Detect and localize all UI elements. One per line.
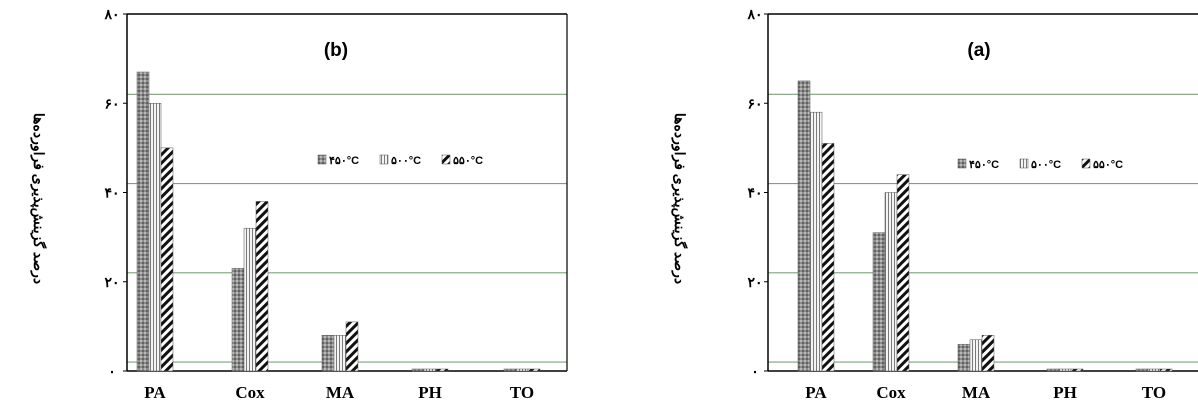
bar-ma-series-3 bbox=[345, 321, 359, 372]
bar-ph-series-2 bbox=[423, 368, 437, 372]
legend-swatch-3 bbox=[441, 154, 451, 165]
y-tick-label: ۸۰ bbox=[746, 6, 762, 22]
bar-ph-series-2 bbox=[1058, 368, 1072, 372]
legend-swatch-2 bbox=[1019, 158, 1029, 169]
bar-ma-series-3 bbox=[981, 335, 995, 372]
bar-ma-series-1 bbox=[321, 335, 335, 372]
y-tick-label: ۰ bbox=[751, 363, 759, 379]
bar-to-series-3 bbox=[527, 368, 541, 372]
category-label-ph: PH bbox=[1053, 383, 1077, 401]
category-label-to: TO bbox=[510, 383, 534, 401]
y-tick-label: ۴۰ bbox=[104, 185, 119, 201]
bar-ph-series-1 bbox=[411, 368, 425, 372]
bar-cox-series-3 bbox=[255, 201, 269, 372]
y-tick-label: ۲۰ bbox=[747, 274, 762, 290]
category-label-ph: PH bbox=[418, 383, 442, 401]
legend-label-2: ۵۰۰°C bbox=[1031, 159, 1061, 171]
bar-ph-series-3 bbox=[435, 368, 449, 372]
legend-label-2: ۵۰۰°C bbox=[391, 155, 421, 167]
y-tick-label: ۶۰ bbox=[747, 95, 762, 111]
bar-cox-series-1 bbox=[231, 268, 245, 372]
bar-to-series-2 bbox=[515, 368, 529, 372]
category-label-ma: MA bbox=[326, 383, 355, 401]
legend-swatch-3 bbox=[1081, 158, 1091, 169]
category-label-pa: PA bbox=[805, 383, 827, 401]
bar-ma-series-2 bbox=[333, 335, 347, 372]
panel-label: (b) bbox=[324, 40, 348, 61]
category-label-cox: Cox bbox=[876, 383, 906, 401]
bar-pa-series-3 bbox=[821, 143, 835, 372]
y-tick-label: ۶۰ bbox=[104, 95, 119, 111]
y-tick-label: ۸۰ bbox=[103, 6, 119, 22]
bar-cox-series-2 bbox=[884, 192, 898, 372]
y-tick-label: ۰ bbox=[108, 363, 116, 379]
legend-swatch-1 bbox=[957, 158, 967, 169]
legend-label-3: ۵۵۰°C bbox=[453, 155, 483, 167]
category-label-ma: MA bbox=[962, 383, 991, 401]
category-label-cox: Cox bbox=[235, 383, 265, 401]
bar-ph-series-3 bbox=[1070, 368, 1084, 372]
y-tick-label: ۴۰ bbox=[747, 185, 762, 201]
bar-ma-series-1 bbox=[957, 343, 971, 372]
y-tick-label: ۲۰ bbox=[104, 274, 119, 290]
legend-label-1: ۴۵۰°C bbox=[969, 159, 999, 171]
bar-ph-series-1 bbox=[1046, 368, 1060, 372]
bar-cox-series-1 bbox=[872, 232, 886, 372]
legend-swatch-1 bbox=[317, 154, 327, 165]
y-axis-label: درصد گزینش‌پذیری فراورده‌ها bbox=[671, 113, 688, 284]
bar-pa-series-1 bbox=[136, 71, 150, 372]
bar-to-series-2 bbox=[1147, 368, 1161, 372]
panel-label: (a) bbox=[967, 40, 990, 61]
bar-pa-series-2 bbox=[809, 111, 823, 372]
bar-ma-series-2 bbox=[969, 339, 983, 372]
chart-panel-a: ۰ ۲۰ ۴۰ ۶۰ ۸۰ درصد گزینش‌پذیری فراورده‌ها (a) P… bbox=[671, 6, 1198, 401]
bar-to-series-3 bbox=[1159, 368, 1173, 372]
bar-pa-series-2 bbox=[148, 103, 162, 372]
bar-cox-series-2 bbox=[243, 227, 257, 372]
legend-label-1: ۴۵۰°C bbox=[329, 155, 359, 167]
bar-pa-series-1 bbox=[797, 80, 811, 372]
legend-label-3: ۵۵۰°C bbox=[1093, 159, 1123, 171]
bar-pa-series-3 bbox=[160, 147, 174, 372]
bar-cox-series-3 bbox=[896, 174, 910, 372]
bar-to-series-1 bbox=[1135, 368, 1149, 372]
legend: ۴۵۰°C ۵۰۰°C ۵۵۰°C bbox=[317, 154, 483, 167]
y-axis-label: درصد گزینش‌پذیری فراورده‌ها bbox=[30, 113, 47, 284]
bar-to-series-1 bbox=[503, 368, 517, 372]
legend: ۴۵۰°C ۵۰۰°C ۵۵۰°C bbox=[957, 158, 1123, 171]
category-label-pa: PA bbox=[144, 383, 166, 401]
legend-swatch-2 bbox=[379, 154, 389, 165]
chart-panel-b: ۰ ۲۰ ۴۰ ۶۰ ۸۰ درصد گزینش‌پذیری فراورده‌ها (b) P… bbox=[30, 6, 568, 401]
category-label-to: TO bbox=[1142, 383, 1166, 401]
